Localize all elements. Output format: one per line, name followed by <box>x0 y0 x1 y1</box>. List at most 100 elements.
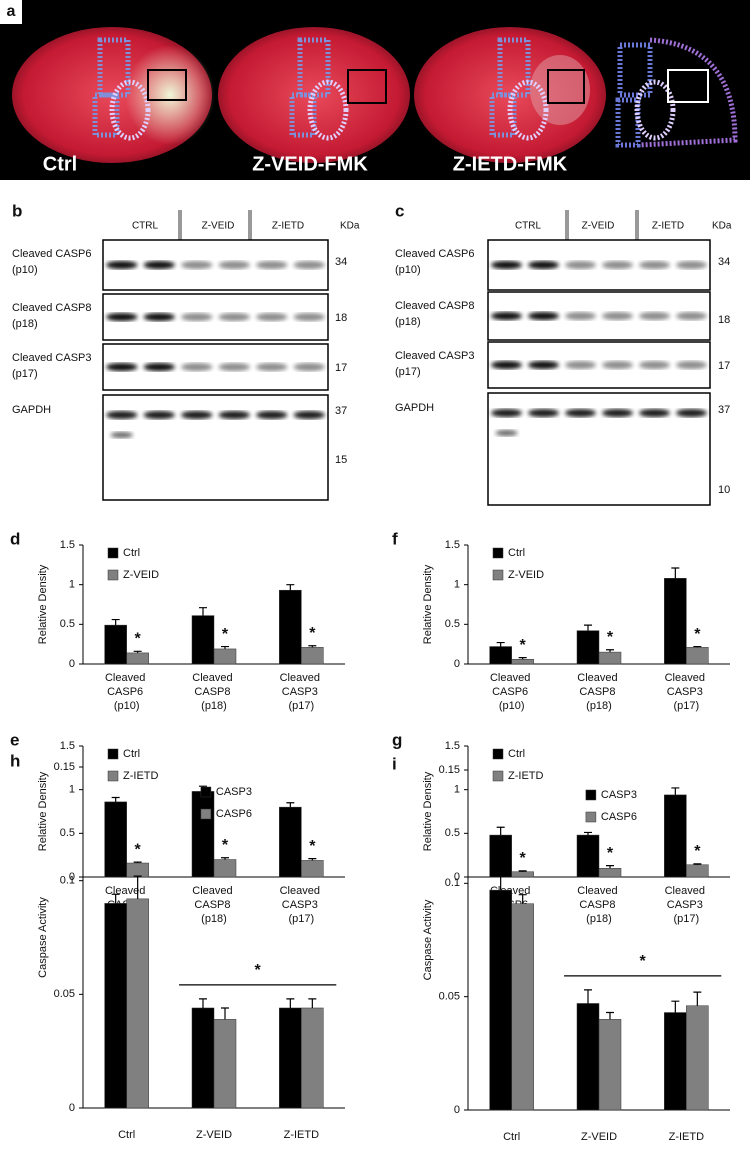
legend-swatch <box>585 789 597 801</box>
legend-swatch <box>200 786 212 798</box>
legend-swatch <box>200 808 212 820</box>
bar <box>664 794 687 878</box>
y-tick-label: 0 <box>69 871 75 883</box>
y-tick-label: 0.5 <box>445 618 460 630</box>
x-tick-label: Z-IETD <box>669 1131 704 1143</box>
blot-band <box>675 409 708 417</box>
panel-label: g <box>392 730 402 749</box>
blot-box <box>102 293 329 341</box>
significance-star: * <box>640 953 647 970</box>
significance-star: * <box>607 845 614 862</box>
legend-label: Z-VEID <box>123 569 159 581</box>
error-bar <box>518 870 527 872</box>
lane-separator <box>248 210 252 240</box>
blot-band <box>143 261 175 269</box>
error-bar <box>308 858 317 861</box>
y-tick-label: 0 <box>454 1104 460 1116</box>
x-tick-label: Cleaved CASP3 (p17) <box>665 672 708 712</box>
blot-band <box>564 312 597 320</box>
blot-box <box>487 239 711 291</box>
blot-band <box>293 261 325 269</box>
error-bar <box>496 873 505 891</box>
row-label: Cleaved CASP3 <box>395 350 475 362</box>
lane-label: Z-IETD <box>652 221 684 232</box>
significance-star: * <box>309 838 316 855</box>
y-tick-label: 1 <box>69 579 75 591</box>
x-tick-label: Cleaved CASP3 (p17) <box>280 885 323 925</box>
bar <box>511 903 534 1111</box>
significance-star: * <box>520 850 527 867</box>
blot-box <box>487 341 711 389</box>
y-tick-label: 0.5 <box>60 618 75 630</box>
blot-band <box>293 363 325 371</box>
kda-value: 15 <box>335 454 347 466</box>
blot-band <box>527 409 560 417</box>
blot-band <box>638 409 671 417</box>
significance-star: * <box>694 626 701 643</box>
row-label: Cleaved CASP6 <box>12 248 92 260</box>
bar <box>279 589 302 665</box>
bar <box>576 834 600 878</box>
error-bar <box>133 861 142 864</box>
x-tick-label: Cleaved CASP3 (p17) <box>665 885 708 925</box>
kda-value: 10 <box>718 484 730 496</box>
blot-band <box>218 261 250 269</box>
error-bar <box>518 894 527 904</box>
blot-band <box>143 363 175 371</box>
error-bar <box>671 1000 680 1013</box>
row-label-sub: (p18) <box>395 316 421 328</box>
blot-band <box>601 312 634 320</box>
blot-band <box>181 411 213 419</box>
error-bar <box>199 607 207 616</box>
kda-unit: KDa <box>340 221 360 232</box>
kda-value: 18 <box>335 312 347 324</box>
lane-separator <box>565 210 569 240</box>
bar <box>576 1003 600 1111</box>
x-tick-label: Cleaved CASP8 (p18) <box>192 672 235 712</box>
y-axis-label: Relative Density <box>37 771 49 851</box>
row-label: Cleaved CASP6 <box>395 248 475 260</box>
bar <box>279 806 302 878</box>
legend-label: Ctrl <box>508 547 525 559</box>
x-tick-label: Cleaved CASP6 (p10) <box>490 672 533 712</box>
y-axis-label: Relative Density <box>422 771 434 851</box>
blot-band <box>218 411 250 419</box>
kda-value: 34 <box>335 256 347 268</box>
blot-band <box>675 312 708 320</box>
row-label-sub: (p10) <box>395 264 421 276</box>
panel-label: c <box>395 201 404 220</box>
blot-band <box>143 313 175 321</box>
error-bar <box>111 618 120 626</box>
lane-separator <box>178 210 182 240</box>
error-bar <box>606 649 614 653</box>
blot-band <box>218 363 250 371</box>
error-bar <box>606 1011 614 1020</box>
bar <box>511 658 534 665</box>
blot-band <box>181 363 213 371</box>
y-tick-label: 0.1 <box>60 875 75 887</box>
y-tick-label: 0.15 <box>54 761 75 773</box>
y-tick-label: 1 <box>69 784 75 796</box>
error-bar <box>496 641 505 647</box>
blot-band <box>490 261 523 269</box>
blot-band <box>601 409 634 417</box>
blot-band <box>564 409 597 417</box>
error-bar <box>133 875 142 899</box>
error-bar <box>111 893 120 904</box>
bar <box>213 1019 237 1109</box>
row-label: Cleaved CASP8 <box>395 300 475 312</box>
error-bar <box>308 645 317 648</box>
blot-band <box>638 361 671 369</box>
panel-label: a <box>7 3 16 20</box>
blot-box <box>487 291 711 341</box>
blot-band <box>218 313 250 321</box>
x-tick-label: Ctrl <box>503 1131 520 1143</box>
bar <box>598 1019 622 1111</box>
image-caption: Z-IETD-FMK <box>453 153 568 175</box>
error-bar <box>693 645 702 648</box>
blot-band <box>527 312 560 320</box>
image-caption: Ctrl <box>43 153 77 175</box>
legend-label: CASP6 <box>601 811 637 823</box>
bar <box>126 898 149 1109</box>
lane-label: Z-IETD <box>272 221 304 232</box>
